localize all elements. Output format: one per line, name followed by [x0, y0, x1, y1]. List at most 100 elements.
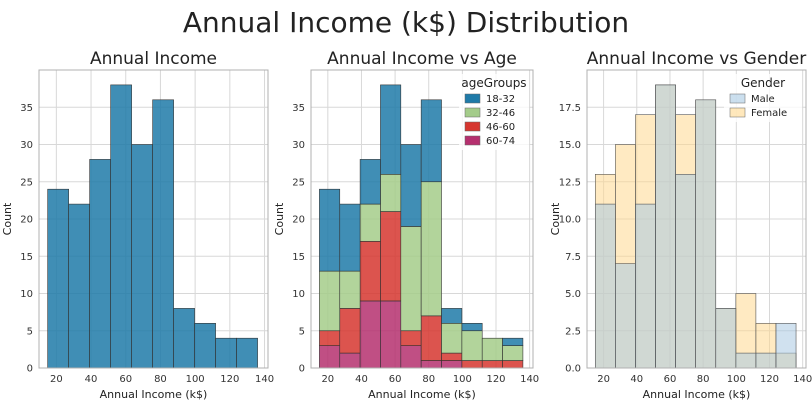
x-tick-label: 100: [453, 374, 472, 385]
histogram-bar: [319, 270, 341, 332]
x-tick-label: 140: [520, 374, 539, 385]
panel-title: Annual Income vs Age: [327, 49, 517, 69]
panel-title: Annual Income vs Gender: [587, 49, 806, 69]
histogram-bar: [441, 352, 463, 361]
histogram-bar: [339, 270, 361, 309]
y-tick-label: 15.0: [559, 140, 581, 151]
histogram-bar: [420, 181, 442, 317]
histogram-bar: [400, 226, 422, 332]
x-axis-label: Annual Income (k$): [643, 388, 751, 401]
y-tick-label: 10.0: [559, 215, 581, 226]
y-tick-label: 20: [292, 215, 305, 226]
histogram-bar: [441, 322, 463, 354]
x-tick-label: 80: [422, 374, 435, 385]
x-tick-label: 40: [630, 374, 643, 385]
legend-swatch: [464, 121, 481, 132]
legend-title: ageGroups: [461, 76, 526, 90]
y-tick-label: 0.0: [565, 364, 581, 375]
histogram-bar: [131, 144, 153, 369]
y-tick-label: 35: [292, 103, 305, 114]
histogram-bar: [615, 263, 636, 369]
y-tick-label: 10: [292, 289, 305, 300]
x-tick-label: 40: [355, 374, 368, 385]
histogram-bar: [655, 84, 676, 369]
x-tick-label: 120: [220, 374, 239, 385]
histogram-bar: [110, 84, 132, 369]
histogram-bar: [481, 360, 503, 369]
x-tick-label: 60: [389, 374, 402, 385]
histogram-bar: [420, 315, 442, 361]
histogram-bar: [695, 99, 717, 369]
histogram-bar: [675, 174, 696, 369]
y-tick-label: 0: [299, 364, 305, 375]
histogram-bar: [319, 188, 341, 272]
histogram-bar: [441, 360, 463, 369]
legend-label: Female: [751, 108, 787, 119]
histogram-bar: [339, 203, 361, 272]
x-tick-label: 20: [50, 374, 63, 385]
histogram-bar: [173, 308, 195, 369]
y-axis-label: Count: [273, 202, 286, 235]
x-axis-label: Annual Income (k$): [100, 388, 208, 401]
y-tick-label: 35: [20, 103, 33, 114]
histogram-bar: [461, 330, 483, 361]
legend-swatch: [464, 107, 481, 118]
histogram-bar: [481, 337, 503, 361]
histogram-bar: [715, 308, 737, 369]
histogram-bar: [775, 322, 797, 369]
x-tick-label: 60: [664, 374, 677, 385]
histogram-bar: [502, 337, 524, 346]
y-tick-label: 10: [20, 289, 33, 300]
histogram-bar: [380, 84, 402, 175]
histogram-bar: [400, 144, 422, 227]
histogram-bar: [502, 360, 524, 369]
y-tick-label: 25: [292, 177, 305, 188]
y-tick-label: 30: [292, 140, 305, 151]
panel-title: Annual Income: [90, 49, 217, 69]
y-tick-label: 17.5: [559, 103, 581, 114]
histogram-bar: [380, 174, 402, 212]
legend-label: 32-46: [486, 108, 515, 119]
legend-swatch: [464, 93, 481, 104]
histogram-bar: [594, 203, 616, 369]
plot-frame: [310, 69, 534, 369]
x-tick-label: 100: [186, 374, 205, 385]
histogram-bar: [461, 322, 483, 332]
histogram-bar: [47, 188, 69, 369]
x-tick-label: 20: [321, 374, 334, 385]
y-tick-label: 5: [27, 326, 33, 337]
x-tick-label: 80: [154, 374, 167, 385]
y-tick-label: 12.5: [559, 177, 581, 188]
y-tick-label: 15: [292, 252, 305, 263]
histogram-bar: [359, 300, 381, 369]
x-axis-label: Annual Income (k$): [368, 388, 476, 401]
x-tick-label: 120: [760, 374, 779, 385]
histogram-bar: [152, 99, 174, 369]
y-axis-label: Count: [549, 202, 562, 235]
panel-annual-income-vs-gender: Annual Income vs Gender 0.0 2.5 5.0 7.5 10.0 1…: [549, 49, 812, 401]
histogram-bar: [461, 360, 483, 369]
x-tick-label: 80: [697, 374, 710, 385]
figure-title: Annual Income (k$) Distribution: [183, 6, 629, 39]
legend-title: Gender: [741, 76, 785, 90]
x-tick-label: 140: [793, 374, 812, 385]
y-tick-label: 5.0: [565, 289, 581, 300]
legend-swatch: [729, 93, 746, 104]
plot-frame: [586, 69, 807, 369]
histogram-bar: [420, 360, 442, 369]
legend-label: 18-32: [486, 94, 515, 105]
histogram-bar: [735, 352, 757, 369]
histogram-bar: [319, 330, 341, 346]
histogram-bar: [89, 159, 111, 369]
y-tick-label: 25: [20, 177, 33, 188]
histogram-bar: [755, 352, 777, 369]
y-tick-label: 15: [20, 252, 33, 263]
y-tick-label: 5: [299, 326, 305, 337]
x-tick-label: 60: [119, 374, 132, 385]
legend-label: 46-60: [486, 122, 515, 133]
histogram-bar: [400, 345, 422, 369]
y-tick-label: 2.5: [565, 326, 581, 337]
legend-label: 60-74: [486, 136, 515, 147]
y-tick-label: 0: [27, 364, 33, 375]
